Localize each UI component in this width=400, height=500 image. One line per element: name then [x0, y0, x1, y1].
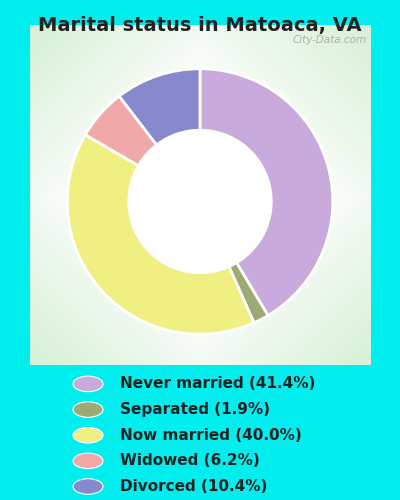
Ellipse shape [73, 402, 103, 417]
Wedge shape [119, 68, 200, 145]
Wedge shape [67, 134, 254, 334]
Wedge shape [229, 262, 268, 323]
Text: Divorced (10.4%): Divorced (10.4%) [120, 479, 267, 494]
Text: Separated (1.9%): Separated (1.9%) [120, 402, 270, 417]
Ellipse shape [73, 376, 103, 392]
Ellipse shape [73, 428, 103, 443]
Wedge shape [85, 96, 157, 166]
Text: Never married (41.4%): Never married (41.4%) [120, 376, 315, 392]
Text: Marital status in Matoaca, VA: Marital status in Matoaca, VA [38, 16, 362, 35]
Wedge shape [200, 68, 333, 316]
Text: Widowed (6.2%): Widowed (6.2%) [120, 454, 260, 468]
Ellipse shape [73, 478, 103, 494]
Ellipse shape [73, 453, 103, 468]
Text: Now married (40.0%): Now married (40.0%) [120, 428, 302, 442]
Text: City-Data.com: City-Data.com [292, 35, 367, 45]
